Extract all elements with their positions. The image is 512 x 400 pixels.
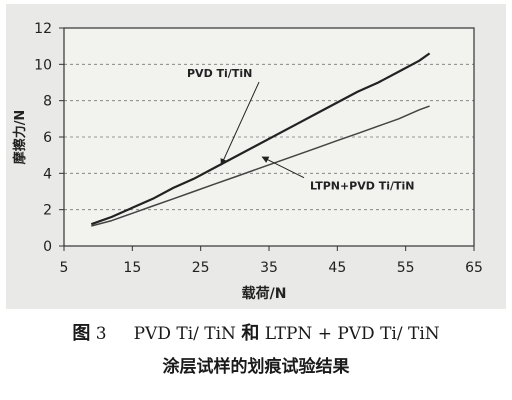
caption-line-2: 涂层试样的划痕试验结果 bbox=[162, 357, 350, 377]
x-tick-label: 15 bbox=[123, 260, 141, 276]
y-tick-label: 10 bbox=[34, 57, 52, 73]
y-tick-label: 0 bbox=[43, 239, 52, 255]
x-tick-label: 65 bbox=[465, 260, 483, 276]
y-tick-label: 4 bbox=[43, 166, 52, 182]
y-tick-label: 2 bbox=[43, 203, 52, 219]
caption-conjunction: 和 bbox=[241, 323, 260, 344]
figure-label: 图 bbox=[72, 323, 91, 344]
x-tick-label: 55 bbox=[397, 260, 415, 276]
x-axis-label: 载荷/N bbox=[242, 285, 287, 302]
figure-caption: 图 3 PVD Ti/ TiN 和 LTPN + PVD Ti/ TiN 涂层试… bbox=[0, 322, 512, 382]
annotation-arrow-2 bbox=[261, 156, 305, 179]
series-line-1 bbox=[90, 52, 431, 226]
x-tick-label: 45 bbox=[328, 260, 346, 276]
figure-number: 3 bbox=[95, 324, 107, 344]
y-tick-label: 12 bbox=[34, 21, 52, 37]
y-tick-label: 6 bbox=[43, 130, 52, 146]
caption-line-1: 图 3 PVD Ti/ TiN 和 LTPN + PVD Ti/ TiN bbox=[0, 322, 512, 346]
x-tick-label: 25 bbox=[192, 260, 210, 276]
caption-sample-a: PVD Ti/ TiN bbox=[133, 324, 236, 344]
annotation-label-1: PVD Ti/TiN bbox=[187, 67, 252, 80]
series-line-2 bbox=[91, 105, 430, 227]
x-tick-label: 5 bbox=[60, 260, 69, 276]
y-axis-label: 摩擦力/N bbox=[12, 110, 28, 165]
annotation-label-2: LTPN+PVD Ti/TiN bbox=[310, 180, 414, 193]
chart: 0 2 4 6 8 10 12 5 15 25 35 45 55 65 载荷/N 摩擦力/N PVD Ti/Ti… bbox=[12, 21, 483, 302]
x-tick-label: 35 bbox=[260, 260, 278, 276]
annotation-arrow-1 bbox=[220, 81, 260, 166]
y-tick-label: 8 bbox=[43, 94, 52, 110]
caption-sample-b: LTPN + PVD Ti/ TiN bbox=[264, 324, 440, 344]
